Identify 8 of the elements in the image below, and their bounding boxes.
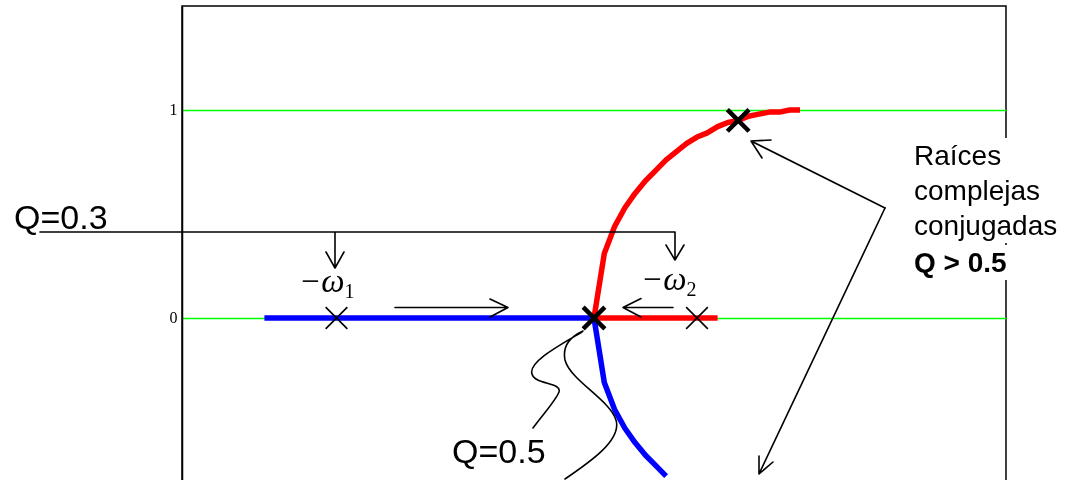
text: Q=0.3 (14, 198, 108, 236)
annotation: −ω$_{2}$ (641, 261, 697, 300)
y-tick-label: 1 (169, 101, 178, 119)
annotation: −ω$_{1}$ (299, 263, 355, 302)
annotation: Raíces complejas conjugadas (914, 140, 1058, 241)
annotation: Q > 0.5 (914, 247, 1007, 278)
annotation: Q=0.5 (452, 432, 546, 470)
y-tick-label: 0 (169, 309, 178, 327)
